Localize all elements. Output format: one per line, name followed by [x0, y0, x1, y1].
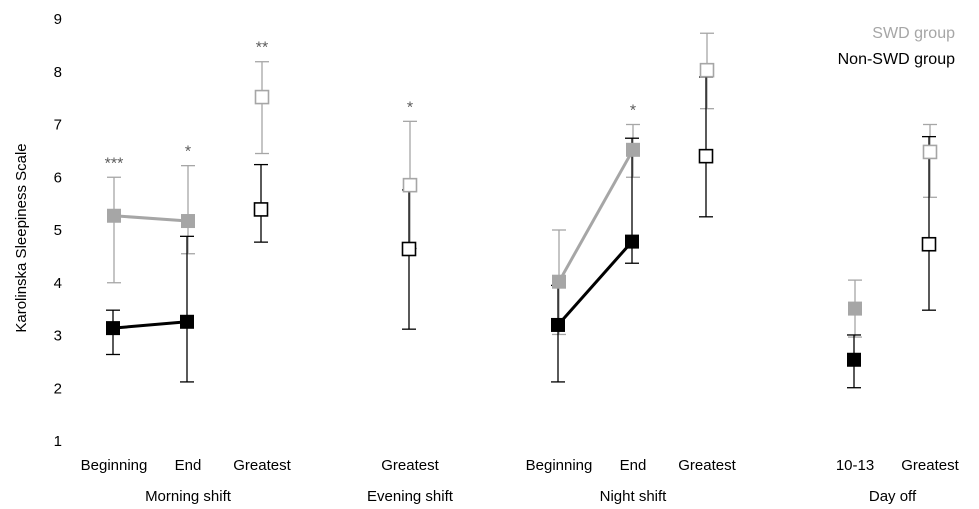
- data-point-marker: [253, 202, 269, 217]
- y-tick-label: 1: [54, 433, 62, 450]
- x-group-label: Night shift: [600, 488, 668, 505]
- x-tick-label: Beginning: [81, 457, 148, 474]
- y-tick-label: 3: [54, 328, 62, 345]
- data-point-marker: [107, 208, 121, 223]
- y-tick-label: 6: [54, 169, 62, 186]
- data-point-marker: [180, 314, 194, 329]
- x-axis: Beginning End Greatest Greatest Beginning End…: [81, 457, 960, 505]
- series-connector-line: [557, 149, 635, 283]
- x-tick-label: Greatest: [901, 457, 959, 474]
- data-point-marker: [848, 301, 862, 316]
- x-tick-label: Greatest: [678, 457, 736, 474]
- data-point-marker: [401, 241, 417, 257]
- data-point-marker: [626, 142, 640, 157]
- data-point-marker: [625, 234, 639, 249]
- x-group-label: Day off: [869, 488, 917, 505]
- legend: SWD group Non-SWD group: [838, 25, 955, 68]
- data-point-marker: [698, 148, 714, 164]
- x-group-label: Morning shift: [145, 488, 232, 505]
- plot-area: ******* *: [105, 32, 938, 389]
- data-point-marker: [181, 214, 195, 229]
- x-tick-label: Greatest: [233, 457, 291, 474]
- significance-marker: *: [630, 103, 636, 120]
- series-connector-line: [556, 240, 634, 326]
- x-tick-label: Greatest: [381, 457, 439, 474]
- y-tick-label: 2: [54, 380, 62, 397]
- y-axis-label: Karolinska Sleepiness Scale: [13, 143, 30, 332]
- y-tick-label: 9: [54, 11, 62, 28]
- data-point-marker: [922, 144, 938, 160]
- y-tick-label: 5: [54, 222, 62, 239]
- data-point-marker: [402, 177, 418, 193]
- x-tick-label: Beginning: [526, 457, 593, 474]
- data-point-marker: [699, 62, 715, 78]
- y-axis: 1 2 3 4 5 6 7 8 9: [54, 11, 62, 450]
- data-point-marker: [551, 317, 565, 332]
- data-point-marker: [254, 89, 270, 105]
- x-tick-label: End: [620, 457, 647, 474]
- y-tick-label: 8: [54, 64, 62, 81]
- series-connector-line: [113, 214, 189, 223]
- y-tick-label: 4: [54, 275, 62, 292]
- y-tick-label: 7: [54, 117, 62, 134]
- legend-entry: Non-SWD group: [838, 51, 955, 68]
- data-point-marker: [847, 352, 861, 367]
- significance-marker: ***: [105, 155, 124, 172]
- x-tick-label: 10-13: [836, 457, 874, 474]
- legend-entry: SWD group: [872, 25, 955, 42]
- significance-marker: *: [407, 99, 413, 116]
- significance-marker: **: [256, 40, 268, 57]
- x-tick-label: End: [175, 457, 202, 474]
- data-point-marker: [921, 236, 937, 252]
- significance-marker: *: [185, 144, 191, 161]
- x-group-label: Evening shift: [367, 488, 454, 505]
- series-connector-line: [112, 320, 188, 330]
- data-point-marker: [106, 321, 120, 336]
- data-point-marker: [552, 274, 566, 289]
